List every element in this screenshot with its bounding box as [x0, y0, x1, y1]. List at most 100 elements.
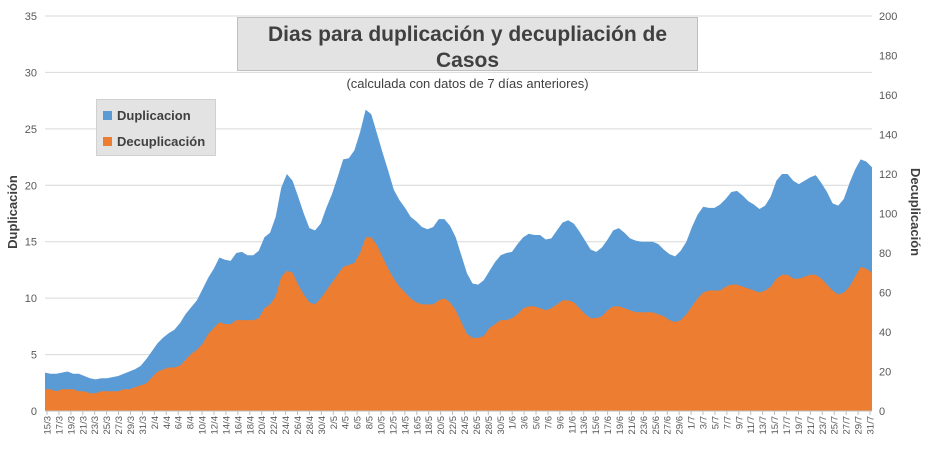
legend: Duplicacion Decuplicación: [96, 99, 216, 156]
x-tick-label: 17/7: [782, 416, 793, 435]
x-tick-label: 11/6: [567, 416, 578, 434]
x-tick-label: 27/3: [114, 416, 125, 435]
x-tick-label: 28/4: [305, 416, 316, 435]
area-series-1: [45, 237, 872, 411]
right-axis-title: Decuplicación: [908, 168, 923, 256]
x-tick-label: 15/6: [591, 416, 602, 435]
x-tick-label: 8/5: [365, 416, 376, 429]
chart-title: Dias para duplicación y decupliación de …: [267, 23, 668, 72]
x-tick-label: 22/5: [448, 416, 459, 435]
legend-swatch-duplicacion: [103, 110, 112, 120]
x-tick-label: 21/3: [78, 416, 89, 435]
x-tick-label: 1/6: [508, 416, 519, 429]
x-tick-label: 9/7: [734, 416, 745, 429]
right-tick-label: 0: [879, 406, 885, 418]
x-tick-label: 24/4: [281, 416, 292, 435]
right-tick-label: 200: [879, 11, 897, 23]
x-tick-label: 13/7: [758, 416, 769, 435]
chart-title-box: Dias para duplicación y decupliación de …: [237, 17, 698, 91]
right-tick-label: 40: [879, 327, 891, 339]
x-tick-label: 2/5: [329, 416, 340, 429]
right-tick-label: 140: [879, 130, 897, 142]
x-tick-label: 23/3: [90, 416, 101, 435]
x-tick-label: 11/7: [746, 416, 757, 434]
x-tick-label: 27/7: [842, 416, 853, 435]
x-tick-label: 3/7: [699, 416, 710, 429]
x-tick-label: 21/6: [627, 416, 638, 435]
x-axis-ticks: 15/3 17/3 19/3 21/3 23/3 25/3 27/3 29/3 31/3 2/4 4…: [43, 411, 877, 435]
right-tick-label: 20: [879, 367, 891, 379]
legend-label-decuplicacion: Decuplicación: [117, 133, 206, 149]
x-tick-label: 12/5: [388, 416, 399, 435]
legend-item-duplicacion: Duplicacion: [103, 106, 191, 124]
x-tick-label: 26/4: [293, 416, 304, 435]
x-tick-label: 30/5: [496, 416, 507, 435]
left-tick-label: 30: [25, 67, 37, 79]
x-tick-label: 6/4: [174, 416, 185, 429]
x-tick-label: 10/5: [376, 416, 387, 435]
x-tick-label: 4/4: [162, 416, 173, 429]
x-tick-label: 17/3: [54, 416, 65, 435]
left-tick-label: 20: [25, 180, 37, 192]
right-axis-ticks: 0 20 40 60 80 100 120 140 160 180 200: [879, 11, 897, 418]
x-tick-label: 9/6: [555, 416, 566, 429]
right-tick-label: 120: [879, 169, 897, 181]
x-tick-label: 20/5: [436, 416, 447, 435]
x-tick-label: 5/7: [710, 416, 721, 429]
right-tick-label: 80: [879, 248, 891, 260]
x-tick-label: 4/5: [341, 416, 352, 429]
left-tick-label: 5: [31, 350, 37, 362]
x-tick-label: 2/4: [150, 416, 161, 429]
x-tick-label: 17/6: [603, 416, 614, 435]
x-tick-label: 21/7: [806, 416, 817, 435]
x-tick-label: 20/4: [257, 416, 268, 435]
left-tick-label: 25: [25, 124, 37, 136]
x-tick-label: 15/7: [770, 416, 781, 435]
x-tick-label: 25/6: [651, 416, 662, 435]
x-tick-label: 25/3: [102, 416, 113, 435]
legend-label-duplicacion: Duplicacion: [117, 107, 191, 123]
x-tick-label: 19/3: [66, 416, 77, 435]
x-tick-label: 14/4: [221, 416, 232, 435]
x-tick-label: 29/3: [126, 416, 137, 435]
left-axis-title: Duplicación: [5, 175, 20, 249]
left-tick-label: 10: [25, 293, 37, 305]
x-tick-label: 23/6: [639, 416, 650, 435]
x-tick-label: 23/7: [818, 416, 829, 435]
x-tick-label: 5/6: [532, 416, 543, 429]
x-tick-label: 8/4: [186, 416, 197, 429]
x-tick-label: 28/5: [484, 416, 495, 435]
x-tick-label: 29/7: [854, 416, 865, 435]
x-tick-label: 7/7: [722, 416, 733, 429]
x-tick-label: 1/7: [687, 416, 698, 429]
chart-subtitle: (calculada con datos de 7 días anteriore…: [346, 76, 589, 91]
x-tick-label: 27/6: [663, 416, 674, 435]
x-tick-label: 24/5: [460, 416, 471, 435]
x-tick-label: 31/3: [138, 416, 149, 435]
x-tick-label: 7/6: [543, 416, 554, 429]
x-tick-label: 18/4: [245, 416, 256, 435]
x-tick-label: 26/5: [472, 416, 483, 435]
x-tick-label: 19/7: [794, 416, 805, 435]
x-tick-label: 3/6: [520, 416, 531, 429]
right-tick-label: 160: [879, 90, 897, 102]
legend-item-decuplicacion: Decuplicación: [103, 132, 205, 150]
x-tick-label: 30/4: [317, 416, 328, 435]
x-tick-label: 10/4: [198, 416, 209, 435]
left-axis-ticks: 0 5 10 15 20 25 30 35: [25, 11, 37, 418]
x-tick-label: 25/7: [830, 416, 841, 435]
right-tick-label: 100: [879, 209, 897, 221]
x-tick-label: 14/5: [400, 416, 411, 435]
x-tick-label: 31/7: [866, 416, 877, 435]
x-tick-label: 13/6: [579, 416, 590, 435]
x-tick-label: 29/6: [675, 416, 686, 435]
left-tick-label: 15: [25, 237, 37, 249]
legend-swatch-decuplicacion: [103, 136, 112, 146]
x-tick-label: 6/5: [353, 416, 364, 429]
x-tick-label: 18/5: [424, 416, 435, 435]
x-tick-label: 22/4: [269, 416, 280, 435]
right-tick-label: 60: [879, 288, 891, 300]
x-tick-label: 16/5: [412, 416, 423, 435]
x-tick-label: 19/6: [615, 416, 626, 435]
